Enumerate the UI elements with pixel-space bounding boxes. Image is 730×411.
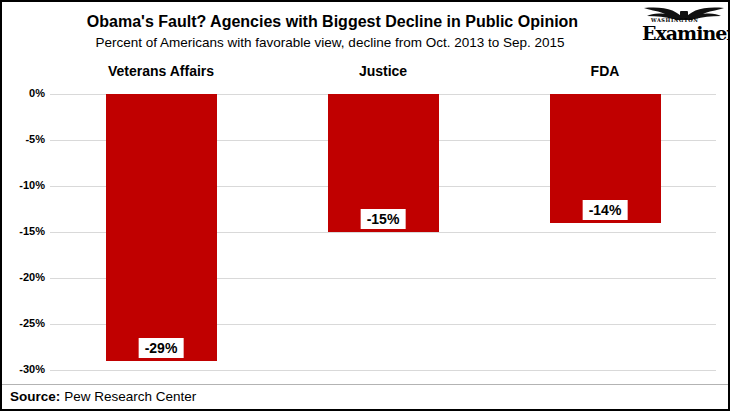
category-label: FDA bbox=[494, 63, 716, 83]
washington-examiner-logo: WASHINGTON Examiner bbox=[642, 5, 726, 47]
source-label: Source: bbox=[10, 389, 60, 404]
category-label: Veterans Affairs bbox=[50, 63, 272, 83]
bar: -14% bbox=[550, 94, 661, 223]
chart-frame: Obama's Fault? Agencies with Biggest Dec… bbox=[0, 0, 730, 411]
y-tick-label: -10% bbox=[2, 179, 45, 191]
chart-title: Obama's Fault? Agencies with Biggest Dec… bbox=[32, 13, 633, 31]
logo-examiner-text: Examiner bbox=[642, 22, 726, 44]
source-text: Pew Research Center bbox=[64, 389, 196, 404]
chart-subtitle: Percent of Americans with favorable view… bbox=[2, 35, 658, 50]
category-labels: Veterans AffairsJusticeFDA bbox=[50, 63, 716, 83]
category-label: Justice bbox=[272, 63, 494, 83]
y-tick-label: -5% bbox=[2, 133, 45, 145]
bar: -29% bbox=[106, 94, 217, 361]
y-tick-label: 0% bbox=[2, 87, 45, 99]
value-label: -15% bbox=[361, 209, 406, 229]
y-axis-labels: 0% -5% -10% -15% -20% -25% -30% bbox=[2, 2, 45, 409]
value-label: -14% bbox=[583, 200, 628, 220]
bar: -15% bbox=[328, 94, 439, 232]
source-row: Source: Pew Research Center bbox=[2, 384, 728, 409]
y-tick-label: -30% bbox=[2, 363, 45, 375]
plot-area: -29% -15% -14% bbox=[50, 94, 716, 370]
value-label: -29% bbox=[139, 338, 184, 358]
y-tick-label: -25% bbox=[2, 317, 45, 329]
y-tick-label: -20% bbox=[2, 271, 45, 283]
gridline bbox=[50, 370, 716, 371]
y-tick-label: -15% bbox=[2, 225, 45, 237]
